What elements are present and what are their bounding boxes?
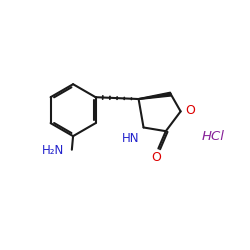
Text: H₂N: H₂N bbox=[42, 144, 64, 158]
Text: HN: HN bbox=[122, 132, 139, 145]
Text: HCl: HCl bbox=[201, 130, 224, 142]
Polygon shape bbox=[138, 92, 171, 100]
Text: O: O bbox=[151, 152, 161, 164]
Text: O: O bbox=[185, 104, 195, 117]
